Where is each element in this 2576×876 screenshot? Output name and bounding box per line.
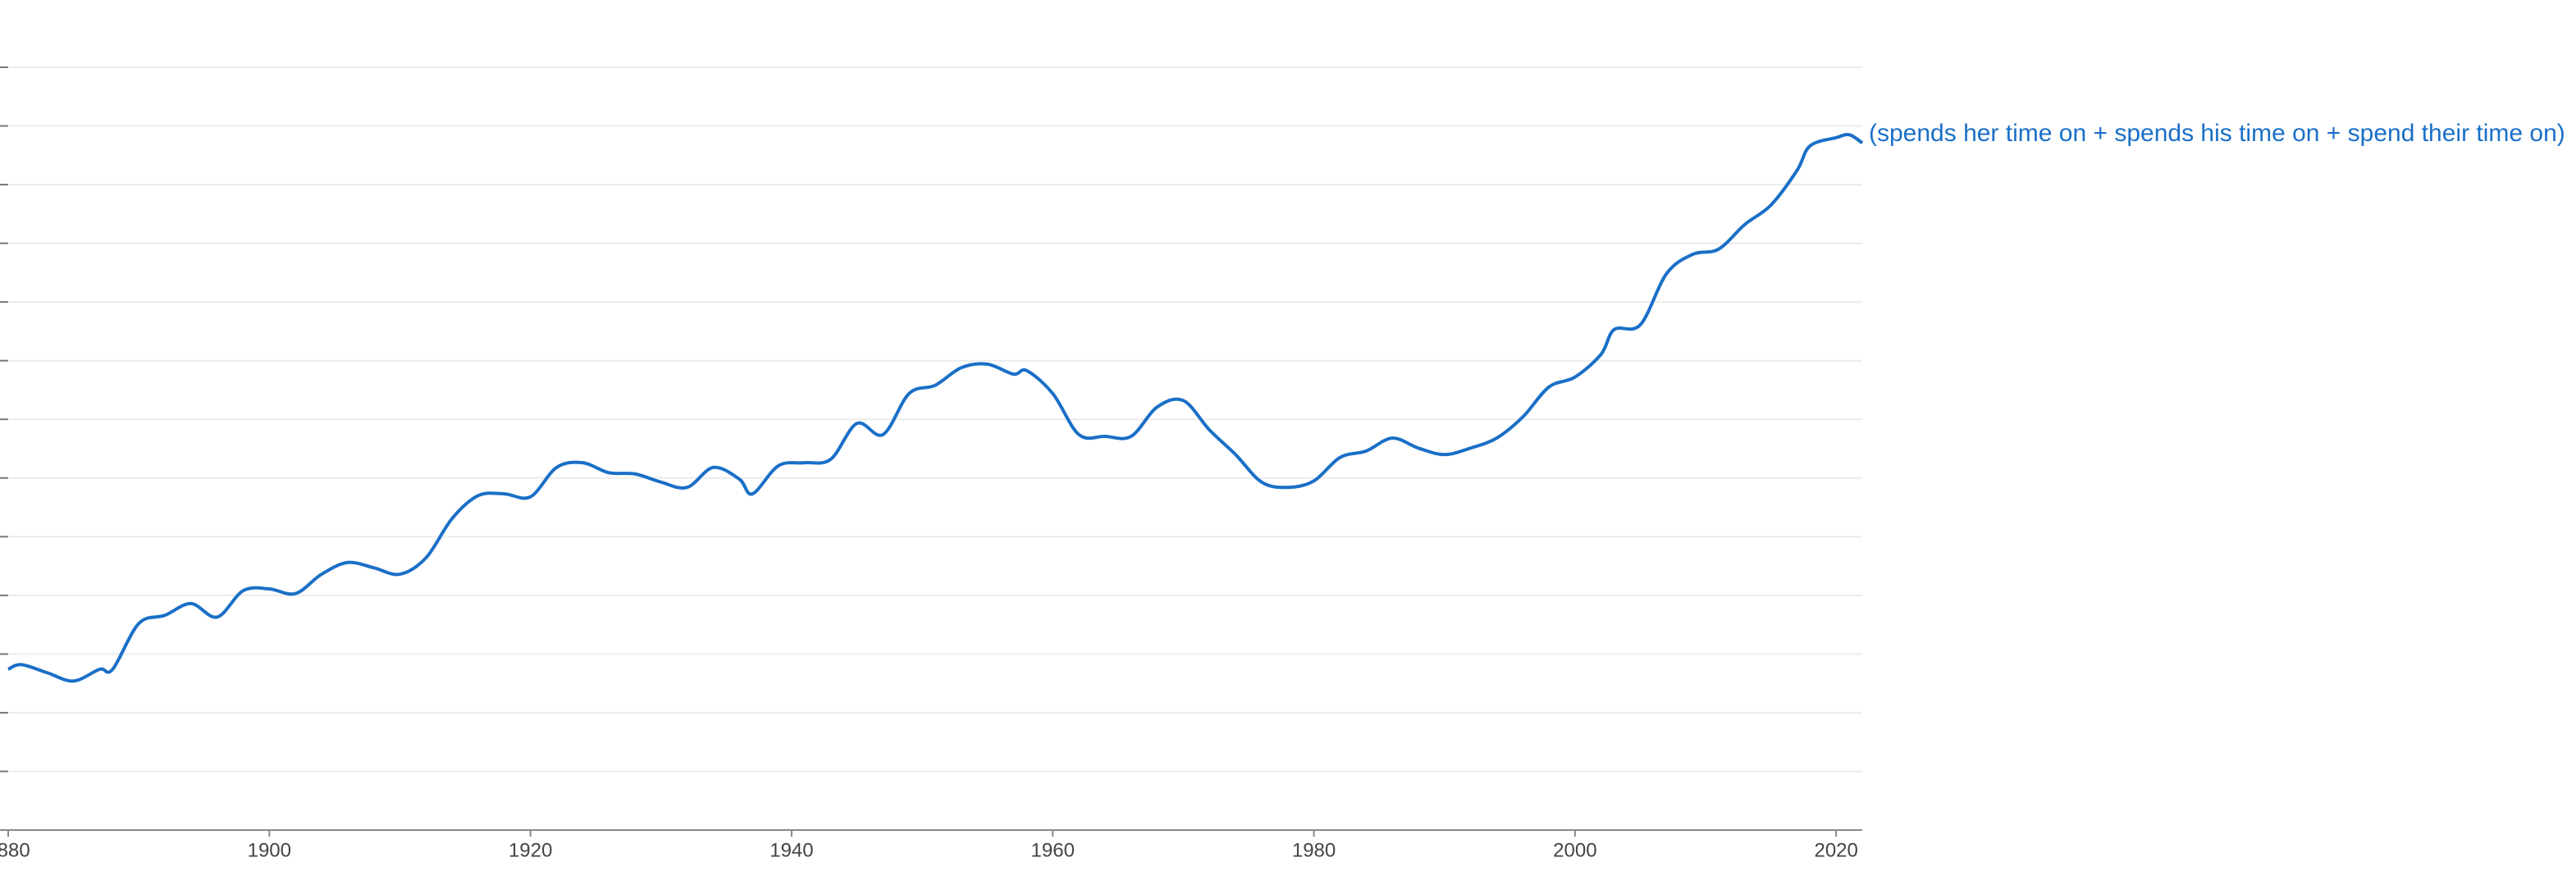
x-tick-label: 2020	[1814, 839, 1857, 861]
x-tick-label: 1940	[770, 839, 813, 861]
x-tick-label: 2000	[1553, 839, 1596, 861]
series-label: (spends her time on + spends his time on…	[1869, 120, 2565, 147]
series-line	[7, 133, 1864, 683]
x-tick-label: 1880	[0, 839, 30, 861]
x-tick-label: 1980	[1292, 839, 1336, 861]
x-tick-label: 1960	[1031, 839, 1075, 861]
x-tick-label: 1920	[509, 839, 552, 861]
x-tick-label: 1900	[248, 839, 291, 861]
